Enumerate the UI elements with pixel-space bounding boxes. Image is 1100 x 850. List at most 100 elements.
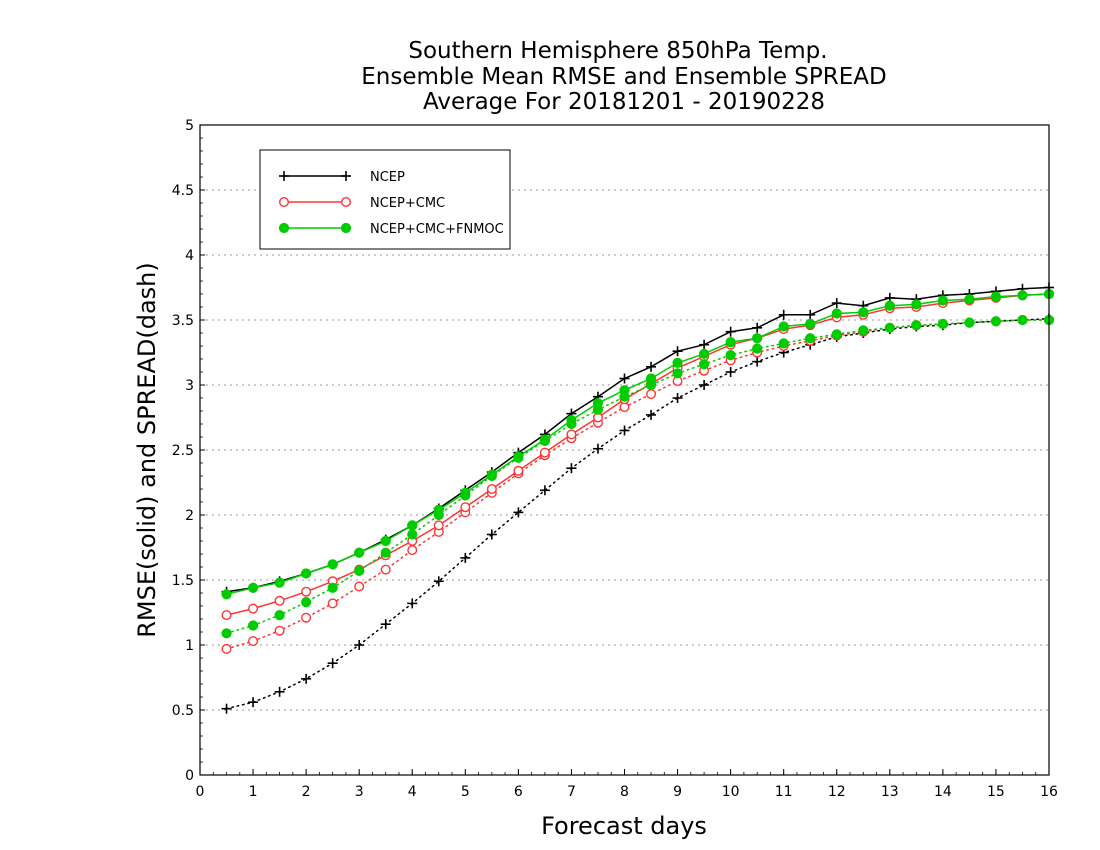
rmse-point-ncep-cmc-fnmoc [805, 318, 816, 329]
rmse-point-ncep-cmc [301, 586, 312, 597]
legend-marker-ncep [279, 171, 289, 181]
y-tick-label-1: 0.5 [172, 703, 194, 719]
rmse-point-ncep-cmc [539, 447, 550, 458]
spread-point-ncep-cmc-fnmoc [937, 318, 948, 329]
rmse-point-ncep [752, 322, 763, 333]
spread-point-ncep [354, 640, 365, 650]
rmse-point-ncep-cmc-fnmoc [619, 385, 630, 396]
spread-point-ncep-cmc-fnmoc [990, 316, 1002, 327]
legend-box [259, 149, 511, 250]
x-tick-label-0: 0 [196, 784, 205, 800]
x-tick-label-11: 11 [775, 784, 793, 800]
rmse-point-ncep-cmc-fnmoc [858, 307, 869, 318]
spread-line-ncep [225, 317, 1050, 710]
rmse-point-ncep-cmc-fnmoc [884, 300, 895, 311]
spread-point-ncep-cmc-fnmoc [884, 322, 895, 333]
x-tick-label-15: 15 [987, 784, 1005, 800]
rmse-point-ncep-cmc [513, 465, 524, 476]
rmse-point-ncep-cmc-fnmoc [911, 299, 922, 310]
x-tick-label-9: 9 [673, 784, 682, 800]
chart-title: Southern Hemisphere 850hPa Temp. Ensembl… [361, 38, 886, 115]
rmse-point-ncep-cmc-fnmoc [672, 357, 683, 368]
spread-point-ncep [274, 686, 285, 697]
rmse-point-ncep-cmc [274, 595, 285, 606]
y-tick-label-8: 4 [185, 248, 194, 264]
y-tick-label-10: 5 [185, 118, 194, 134]
spread-point-ncep-cmc-fnmoc [1017, 314, 1028, 326]
y-tick-label-3: 1.5 [172, 573, 194, 589]
legend-marker-ncep-cmc-fnmoc [278, 222, 290, 234]
rmse-point-ncep-cmc-fnmoc [1017, 290, 1028, 301]
spread-point-ncep-cmc-fnmoc [354, 565, 365, 577]
spread-line-ncep-cmc-fnmoc [225, 319, 1050, 635]
spread-point-ncep [513, 507, 524, 518]
series-ncep-cmc [221, 289, 1054, 654]
legend-label-ncep-cmc: NCEP+CMC [370, 196, 445, 211]
x-tick-label-13: 13 [881, 784, 899, 800]
x-tick-label-6: 6 [514, 784, 523, 800]
rmse-point-ncep-cmc-fnmoc [698, 348, 710, 359]
spread-point-ncep [327, 658, 338, 669]
x-tick-label-5: 5 [461, 784, 470, 800]
spread-point-ncep [646, 409, 657, 420]
spread-point-ncep [460, 552, 471, 563]
rmse-point-ncep-cmc [566, 429, 577, 440]
spread-point-ncep-cmc-fnmoc [327, 582, 338, 593]
rmse-point-ncep [672, 346, 683, 357]
legend: NCEP NCEP+CMC NCEP+CMC+FNMOC [259, 149, 511, 250]
rmse-point-ncep-cmc-fnmoc [274, 577, 285, 588]
spread-point-ncep [752, 356, 763, 367]
spread-point-ncep [301, 673, 312, 684]
rmse-point-ncep-cmc [460, 502, 471, 513]
rmse-point-ncep-cmc-fnmoc [354, 547, 365, 558]
rmse-line-ncep-cmc [226, 293, 1050, 616]
y-tick-label-2: 1 [185, 638, 194, 654]
spread-point-ncep-cmc-fnmoc [221, 628, 232, 639]
spread-point-ncep-cmc [327, 598, 338, 609]
title-line-1: Southern Hemisphere 850hPa Temp. [408, 38, 827, 64]
x-tick-label-3: 3 [355, 784, 364, 800]
rmse-line-ncep [226, 286, 1050, 593]
legend-item-ncep-cmc: NCEP+CMC [279, 196, 445, 211]
spread-point-ncep-cmc-fnmoc [301, 597, 312, 608]
spread-point-ncep-cmc-fnmoc [698, 359, 710, 370]
y-tick-label-6: 3 [185, 378, 194, 394]
rmse-point-ncep-cmc-fnmoc [725, 337, 736, 348]
rmse-point-ncep-cmc-fnmoc [645, 373, 657, 384]
x-tick-label-16: 16 [1040, 784, 1058, 800]
spread-point-ncep-cmc-fnmoc [274, 610, 285, 621]
rmse-point-ncep-cmc-fnmoc [964, 294, 975, 305]
spread-point-ncep-cmc [380, 564, 391, 575]
rmse-point-ncep-cmc [221, 610, 232, 621]
y-tick-label-7: 3.5 [172, 313, 194, 329]
title-line-2: Ensemble Mean RMSE and Ensemble SPREAD [361, 64, 886, 90]
series-layer [221, 282, 1055, 714]
x-tick-label-7: 7 [567, 784, 576, 800]
rmse-point-ncep [805, 309, 816, 320]
rmse-point-ncep-cmc-fnmoc [247, 582, 259, 593]
rmse-line-ncep-cmc-fnmoc [226, 293, 1050, 596]
spread-point-ncep-cmc-fnmoc [725, 350, 736, 361]
rmse-point-ncep-cmc-fnmoc [539, 434, 551, 445]
spread-point-ncep [699, 380, 710, 390]
rmse-point-ncep-cmc-fnmoc [831, 308, 842, 319]
spread-point-ncep-cmc [248, 636, 259, 647]
spread-point-ncep-cmc-fnmoc [858, 325, 869, 336]
spread-point-ncep [725, 367, 736, 377]
spread-point-ncep [380, 619, 391, 630]
rmse-point-ncep-cmc-fnmoc [327, 559, 338, 570]
rmse-point-ncep-cmc [248, 603, 259, 614]
spread-point-ncep-cmc-fnmoc [380, 547, 391, 558]
x-tick-label-2: 2 [302, 784, 311, 800]
spread-point-ncep [486, 529, 497, 540]
spread-point-ncep [407, 598, 418, 609]
rmse-point-ncep-cmc [433, 520, 444, 531]
legend-label-ncep-cmc-fnmoc: NCEP+CMC+FNMOC [370, 222, 504, 237]
spread-point-ncep-cmc-fnmoc [247, 620, 259, 631]
rmse-point-ncep [699, 339, 710, 350]
rmse-point-ncep-cmc-fnmoc [433, 504, 444, 515]
spread-point-ncep-cmc [221, 643, 232, 654]
spread-point-ncep [592, 443, 603, 454]
rmse-point-ncep-cmc-fnmoc [513, 451, 524, 462]
